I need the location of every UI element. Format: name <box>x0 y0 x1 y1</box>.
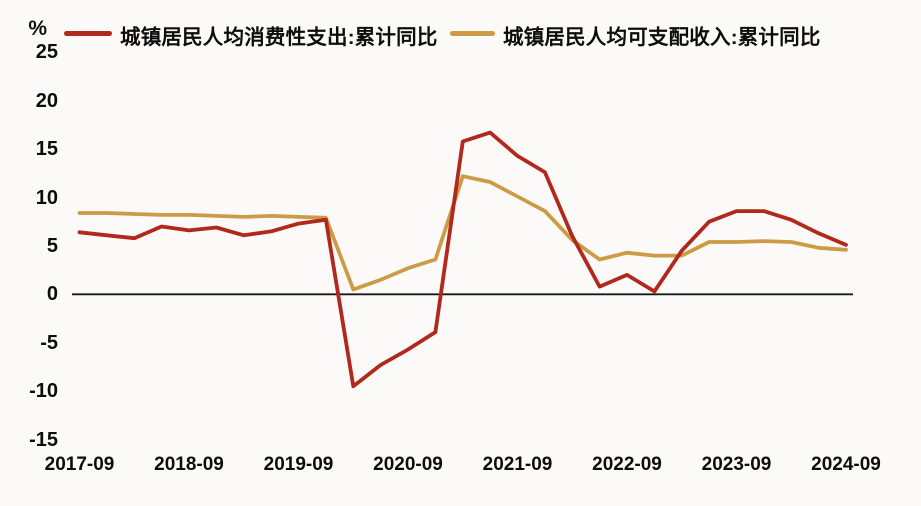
x-tick-label: 2023-09 <box>701 454 772 475</box>
series-line-income <box>77 174 848 292</box>
x-tick-label: 2018-09 <box>154 454 224 475</box>
x-tick-label: 2021-09 <box>482 454 553 475</box>
y-tick-label: -15 <box>29 428 58 451</box>
legend-label-consumption: 城镇居民人均消费性支出:累计同比 <box>120 26 438 49</box>
y-tick-label: 15 <box>35 138 58 161</box>
y-tick-label: 5 <box>46 234 58 257</box>
x-tick-label: 2024-09 <box>811 454 881 475</box>
legend-line-income-icon <box>450 31 495 36</box>
y-tick-label: 0 <box>46 283 58 306</box>
y-tick-label: -10 <box>29 380 58 403</box>
y-tick-label: 25 <box>35 41 58 64</box>
x-tick-label: 2019-09 <box>263 454 334 475</box>
legend-line-consumption-icon <box>64 31 112 36</box>
x-tick-label: 2017-09 <box>44 454 115 475</box>
x-tick-label: 2022-09 <box>592 454 662 475</box>
x-tick-label: 2020-09 <box>373 454 443 475</box>
y-axis-unit-label: % <box>28 17 47 40</box>
y-tick-label: 10 <box>35 186 58 209</box>
y-tick-label: -5 <box>40 331 58 354</box>
legend-label-income: 城镇居民人均可支配收入:累计同比 <box>503 26 821 49</box>
y-tick-label: 20 <box>35 89 58 112</box>
series-line-consumption <box>77 130 848 389</box>
